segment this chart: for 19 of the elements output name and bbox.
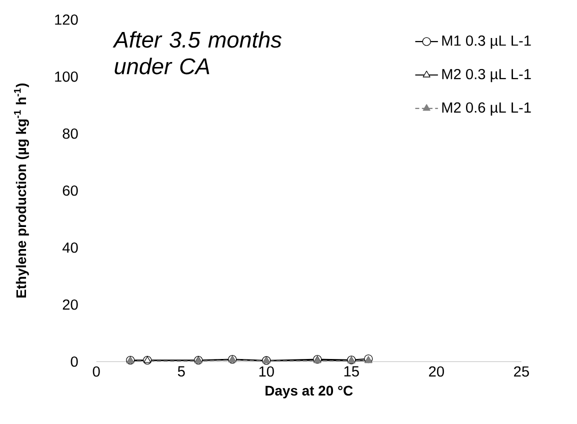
y-tick-label: 40 — [62, 242, 78, 253]
annotation: After 3.5 months under CA — [112, 31, 282, 74]
legend-label: M2 0.3 µL L-1 — [442, 68, 531, 82]
y-tick-label: 0 — [70, 356, 78, 367]
x-tick-label: 0 — [92, 366, 100, 377]
x-tick-label: 15 — [344, 366, 359, 377]
y-tick-label: 80 — [62, 128, 78, 139]
y-tick-label: 100 — [55, 72, 78, 82]
x-tick-label: 25 — [514, 366, 529, 377]
y-axis-title: Ethylene production (µg kg$^{-1}$ h$^{-1}$) — [14, 83, 29, 298]
y-tick-label: 60 — [62, 185, 78, 196]
x-tick-label: 10 — [259, 366, 274, 377]
x-axis-title: Days at 20 °C — [266, 386, 353, 398]
x-tick-label: 20 — [429, 366, 444, 377]
legend-label: M1 0.3 µL L-1 — [442, 36, 531, 49]
legend-label: M2 0.6 µL L-1 — [442, 102, 531, 116]
y-tick-label: 120 — [55, 14, 78, 25]
x-tick-label: 5 — [178, 366, 185, 377]
y-tick-label: 20 — [62, 299, 78, 310]
